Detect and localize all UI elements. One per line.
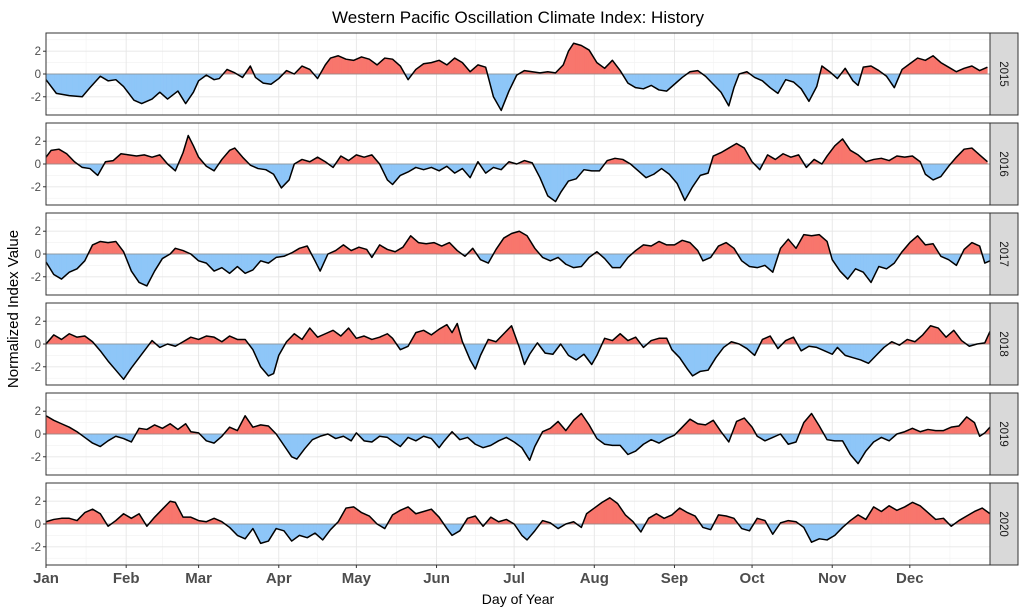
x-tick-label: Jan bbox=[33, 570, 59, 587]
facet-strip bbox=[989, 302, 1019, 386]
x-tick-label: Oct bbox=[740, 570, 765, 587]
y-tick-label: -2 bbox=[31, 182, 41, 194]
y-tick-label: 0 bbox=[35, 69, 41, 81]
panel-2019: -2 0 2 2019 bbox=[31, 392, 1019, 476]
series-line bbox=[45, 497, 991, 545]
facet-panels: -2 0 2 2015 -2 0 2 2016 -2 0 2 2017 -2 0 2 2018 -2 0 2 2019… bbox=[31, 32, 1019, 566]
facet-strip bbox=[989, 482, 1019, 566]
y-tick-label: 0 bbox=[35, 339, 41, 351]
y-tick-label: 0 bbox=[35, 429, 41, 441]
x-tick-label: Jun bbox=[423, 570, 450, 587]
x-tick-label: Aug bbox=[580, 570, 609, 587]
y-tick-label: 2 bbox=[35, 226, 41, 238]
facet-strip bbox=[989, 32, 1019, 116]
y-tick-label: -2 bbox=[31, 452, 41, 464]
chart-title: Western Pacific Oscillation Climate Inde… bbox=[332, 8, 704, 27]
facet-strip bbox=[989, 212, 1019, 296]
facet-strip-label: 2020 bbox=[997, 511, 1009, 537]
facet-strip-label: 2019 bbox=[997, 421, 1009, 447]
x-tick-label: May bbox=[342, 570, 372, 587]
x-tick-label: Apr bbox=[266, 570, 292, 587]
y-tick-label: 0 bbox=[35, 519, 41, 531]
x-tick-label: Sep bbox=[661, 570, 689, 587]
y-tick-label: 2 bbox=[35, 496, 41, 508]
facet-strip-label: 2016 bbox=[997, 151, 1009, 177]
y-tick-label: -2 bbox=[31, 362, 41, 374]
y-tick-label: 0 bbox=[35, 159, 41, 171]
x-axis-ticks: Jan Feb Mar Apr May Jun Jul Aug Sep Oct Nov Dec bbox=[33, 565, 924, 587]
panel-2016: -2 0 2 2016 bbox=[31, 122, 1019, 206]
facet-strip bbox=[989, 122, 1019, 206]
y-tick-label: 2 bbox=[35, 316, 41, 328]
panel-2018: -2 0 2 2018 bbox=[31, 302, 1019, 386]
facet-strip-label: 2018 bbox=[997, 331, 1009, 357]
y-axis-label: Normalized Index Value bbox=[5, 230, 22, 388]
x-tick-label: Jul bbox=[503, 570, 525, 587]
y-tick-label: 2 bbox=[35, 136, 41, 148]
x-axis-label: Day of Year bbox=[482, 591, 555, 607]
series-line bbox=[45, 230, 991, 287]
facet-strip-label: 2015 bbox=[997, 61, 1009, 87]
panel-2017: -2 0 2 2017 bbox=[31, 212, 1019, 296]
y-tick-label: 2 bbox=[35, 406, 41, 418]
y-tick-label: -2 bbox=[31, 542, 41, 554]
x-tick-label: Mar bbox=[185, 570, 212, 587]
x-tick-label: Nov bbox=[818, 570, 847, 587]
series-line bbox=[45, 42, 988, 112]
y-tick-label: 2 bbox=[35, 46, 41, 58]
y-tick-label: -2 bbox=[31, 272, 41, 284]
series-line bbox=[45, 412, 991, 465]
panel-2020: -2 0 2 2020 bbox=[31, 482, 1019, 566]
y-tick-label: -2 bbox=[31, 92, 41, 104]
x-tick-label: Dec bbox=[896, 570, 924, 587]
panel-2015: -2 0 2 2015 bbox=[31, 32, 1019, 116]
series-line bbox=[45, 134, 988, 203]
series-line bbox=[45, 322, 991, 381]
x-tick-label: Feb bbox=[113, 570, 140, 587]
y-tick-label: 0 bbox=[35, 249, 41, 261]
facet-strip-label: 2017 bbox=[997, 241, 1009, 267]
facet-strip bbox=[989, 392, 1019, 476]
